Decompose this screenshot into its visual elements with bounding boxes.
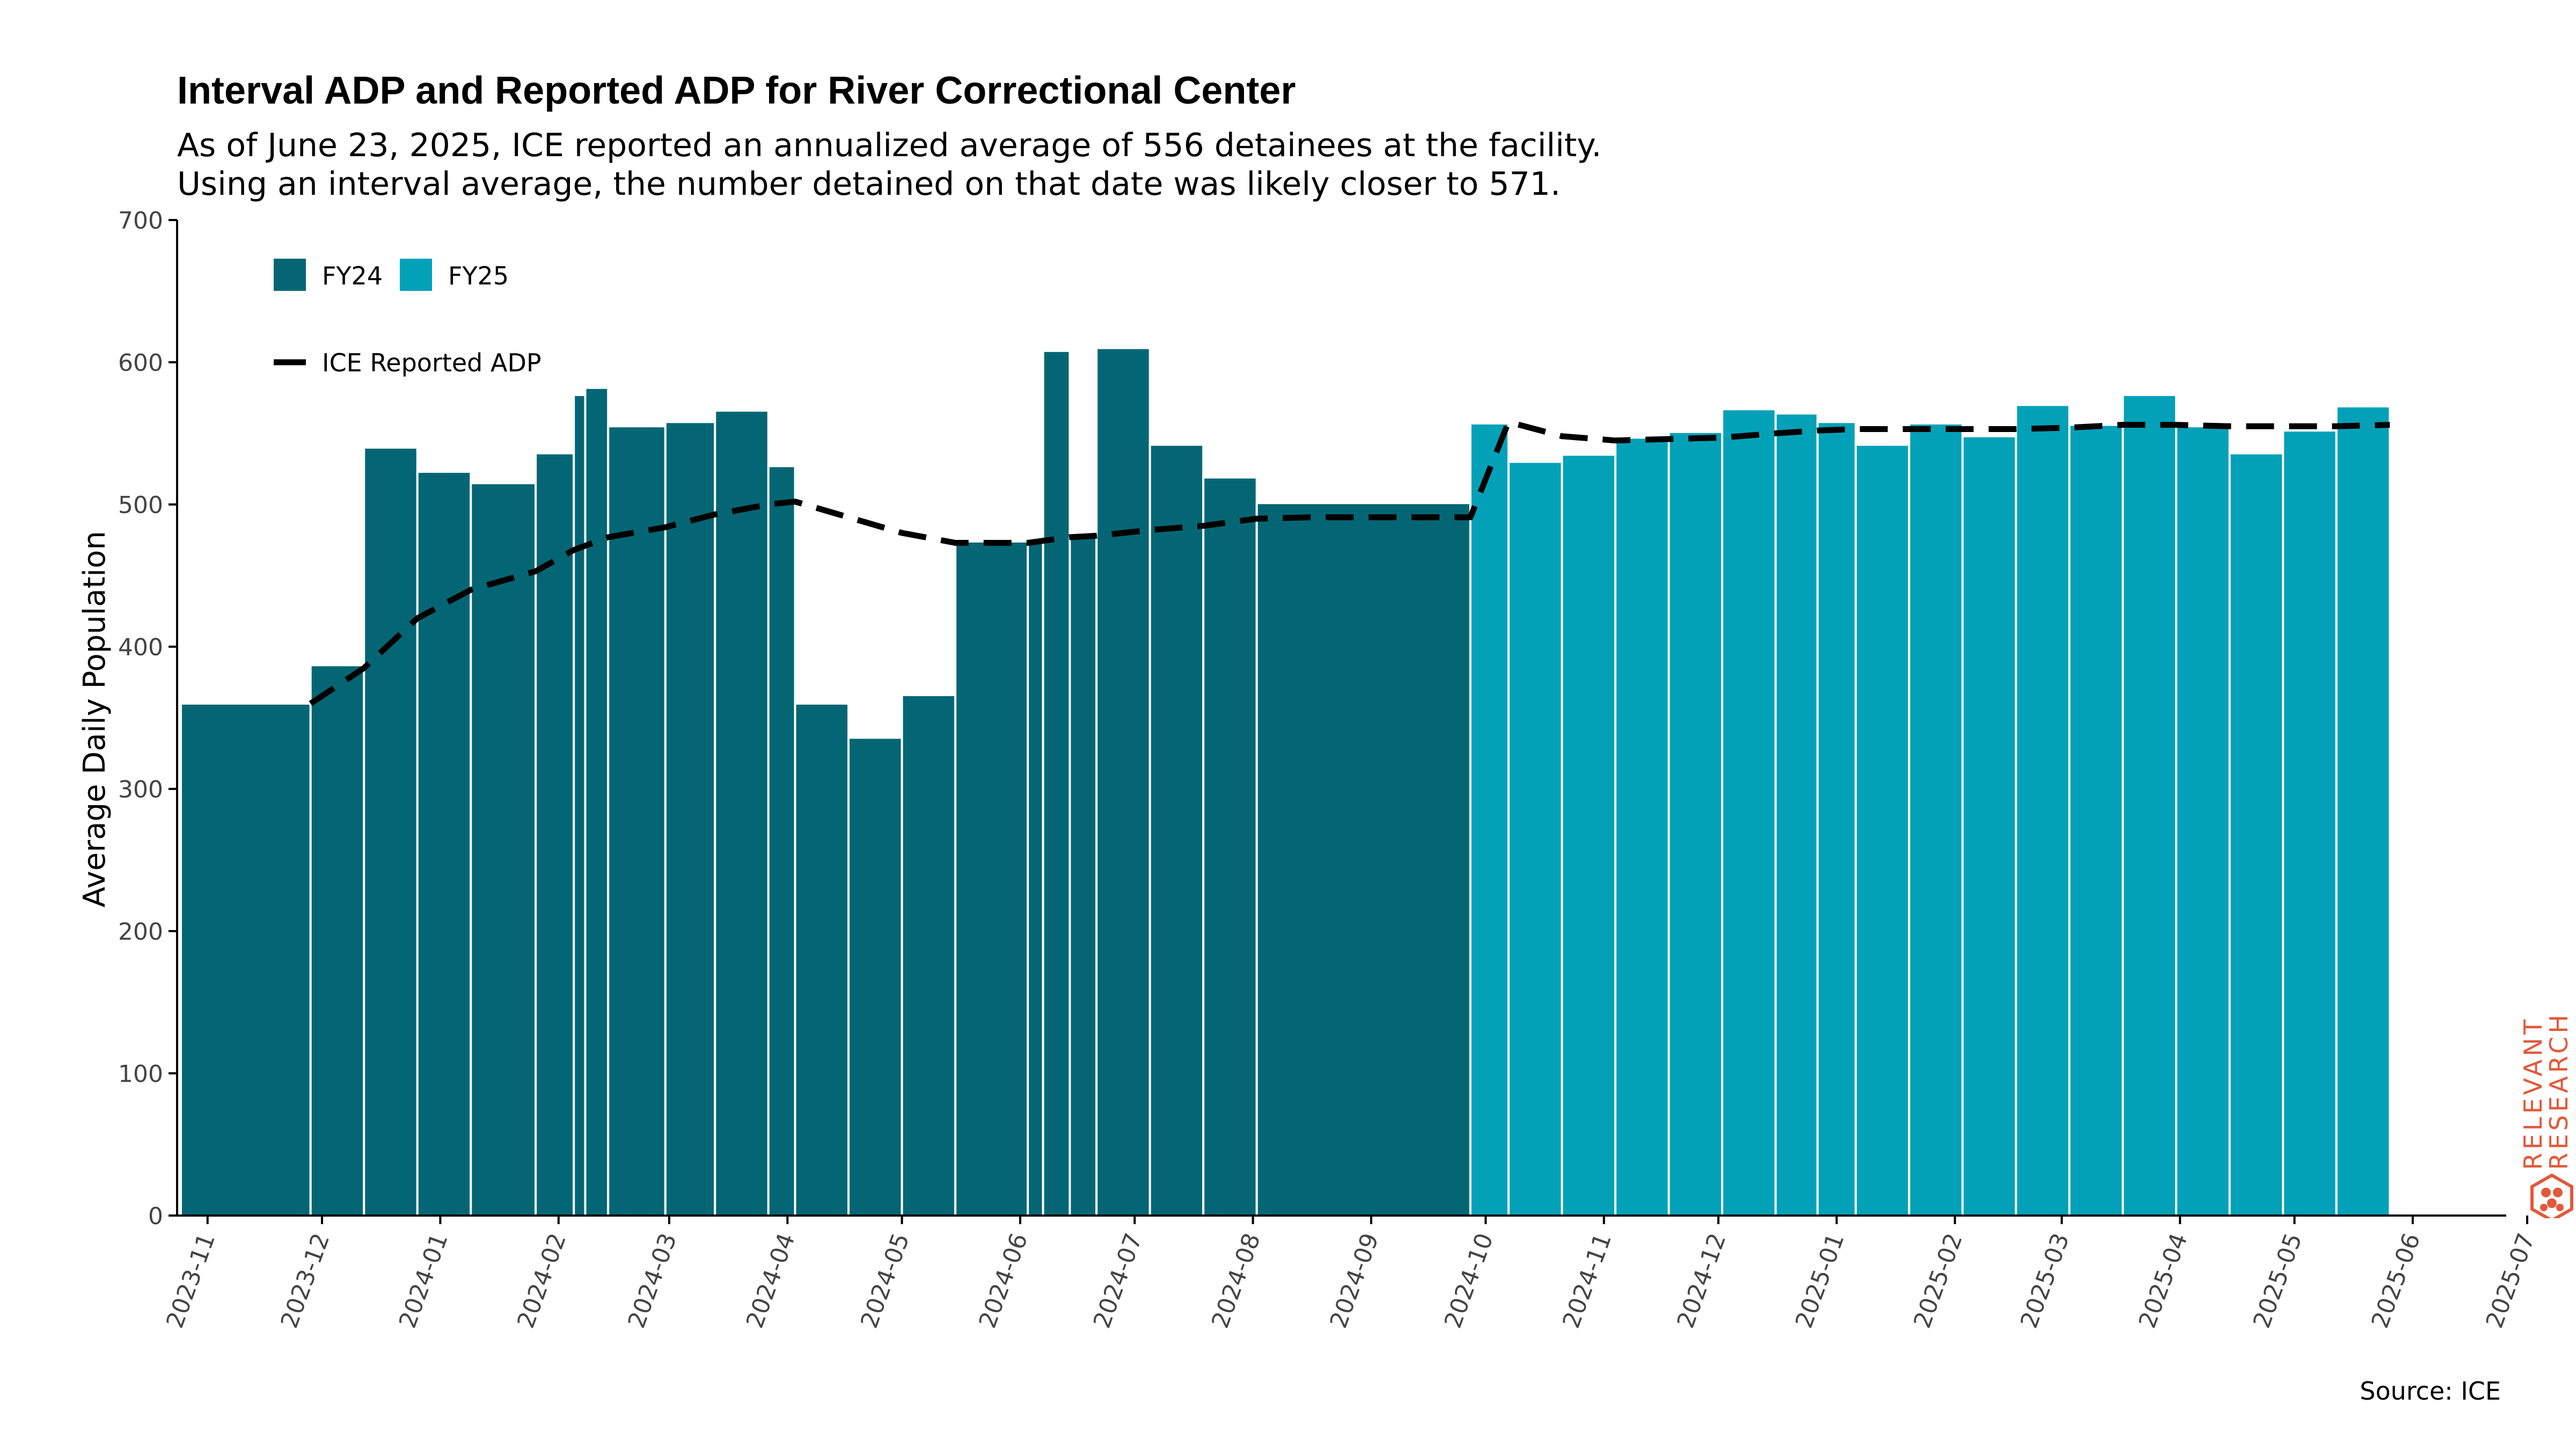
logo-text-relevant: RELEVANT — [2522, 1016, 2548, 1170]
x-tick-label: 2023-12 — [276, 1230, 335, 1331]
bar-fy25-17 — [2335, 405, 2391, 1217]
y-tick-label: 400 — [118, 634, 163, 661]
bar-fy25-6 — [1774, 412, 1819, 1217]
bar-fy24-6 — [573, 393, 587, 1217]
x-tick-label: 2024-03 — [623, 1230, 682, 1331]
y-axis: 0 100 200 300 400 500 600 700 — [118, 207, 177, 1230]
relevant-research-logo: RELEVANT RESEARCH — [2522, 1012, 2573, 1218]
x-tick-label: 2024-12 — [1672, 1230, 1731, 1331]
bar-fy25-2 — [1561, 453, 1616, 1217]
bar-fy25-16 — [2282, 429, 2338, 1217]
x-tick-label: 2024-01 — [394, 1230, 453, 1331]
bar-fy24-18 — [1069, 536, 1098, 1217]
x-tick-label: 2025-05 — [2248, 1230, 2308, 1331]
bar-fy25-15 — [2228, 452, 2285, 1217]
bar-fy25-0 — [1469, 422, 1510, 1217]
bar-fy25-11 — [2015, 404, 2070, 1217]
x-tick-label: 2025-06 — [2366, 1230, 2426, 1331]
x-tick-label: 2024-08 — [1206, 1230, 1266, 1331]
bar-fy25-9 — [1908, 422, 1964, 1217]
y-tick-label: 600 — [118, 349, 163, 377]
bar-fy24-11 — [767, 465, 796, 1217]
bar-fy24-22 — [1255, 502, 1472, 1217]
bar-fy25-3 — [1614, 436, 1670, 1217]
bar-fy24-1 — [309, 664, 365, 1217]
bar-fy24-19 — [1095, 347, 1151, 1217]
y-tick-label: 200 — [118, 918, 163, 946]
bar-fy25-14 — [2175, 425, 2231, 1217]
legend-label-fy25: FY25 — [448, 261, 509, 290]
bar-fy24-21 — [1202, 476, 1258, 1217]
legend-swatch-fy25 — [400, 259, 432, 291]
legend: FY24 FY25 ICE Reported ADP — [274, 259, 541, 377]
source-note: Source: ICE — [2360, 1377, 2501, 1406]
x-tick-label: 2025-01 — [1790, 1230, 1850, 1331]
x-tick-label: 2024-07 — [1088, 1230, 1148, 1331]
x-tick-label: 2024-04 — [741, 1230, 801, 1331]
legend-label-ice-line: ICE Reported ADP — [322, 348, 541, 377]
y-axis-label: Average Daily Population — [77, 531, 112, 907]
bar-fy24-10 — [714, 409, 770, 1217]
subtitle-line-1: As of June 23, 2025, ICE reported an ann… — [177, 127, 1602, 164]
bar-fy24-2 — [363, 447, 419, 1217]
bar-fy25-13 — [2121, 393, 2178, 1217]
bar-fy24-14 — [901, 694, 957, 1217]
x-tick-label: 2024-09 — [1325, 1230, 1385, 1331]
x-tick-label: 2025-03 — [2015, 1230, 2075, 1331]
bar-fy25-4 — [1667, 430, 1724, 1217]
bar-fy24-9 — [664, 421, 716, 1217]
x-tick-label: 2024-02 — [512, 1230, 572, 1331]
x-tick-label: 2025-02 — [1908, 1230, 1968, 1331]
bar-fy24-16 — [1027, 540, 1044, 1217]
bars-group — [180, 347, 2391, 1217]
bar-fy25-5 — [1721, 408, 1777, 1217]
x-tick-label: 2024-06 — [974, 1230, 1034, 1331]
x-tick-label: 2025-07 — [2481, 1230, 2541, 1331]
bar-fy24-17 — [1042, 349, 1071, 1217]
y-tick-label: 0 — [148, 1203, 163, 1230]
ice-reported-adp-line — [309, 419, 2390, 706]
y-tick-label: 500 — [118, 492, 163, 519]
legend-swatch-fy24 — [274, 259, 306, 291]
x-tick-label: 2024-10 — [1439, 1230, 1499, 1331]
axes — [176, 220, 2506, 1217]
chart-subtitle: As of June 23, 2025, ICE reported an ann… — [177, 126, 1601, 203]
logo-text-research: RESEARCH — [2544, 1012, 2573, 1170]
bar-fy24-5 — [535, 452, 575, 1217]
bar-fy24-0 — [180, 702, 312, 1217]
hexagon-icon — [2530, 1173, 2573, 1218]
bar-fy24-20 — [1148, 443, 1205, 1217]
chart-title: Interval ADP and Reported ADP for River … — [177, 69, 1296, 112]
bar-fy24-13 — [847, 736, 903, 1217]
x-tick-label: 2023-11 — [161, 1230, 221, 1331]
bar-fy24-12 — [794, 702, 850, 1217]
x-tick-label: 2024-11 — [1557, 1230, 1617, 1331]
x-axis: 2023-11 2023-12 2024-01 2024-02 2024-03 2024-… — [161, 1216, 2540, 1332]
y-tick-label: 700 — [118, 207, 163, 235]
bar-fy24-3 — [416, 471, 472, 1217]
x-tick-label: 2025-04 — [2134, 1230, 2193, 1331]
bar-fy25-12 — [2068, 423, 2124, 1217]
bar-fy24-15 — [954, 540, 1029, 1217]
bar-fy24-7 — [584, 386, 610, 1217]
bar-fy24-4 — [470, 482, 537, 1217]
y-tick-label: 100 — [118, 1060, 163, 1088]
bar-fy25-1 — [1507, 460, 1563, 1217]
legend-label-fy24: FY24 — [322, 261, 383, 290]
y-tick-label: 300 — [118, 776, 163, 803]
subtitle-line-2: Using an interval average, the number de… — [177, 165, 1561, 203]
bar-fy25-10 — [1961, 435, 2017, 1217]
bar-fy24-8 — [607, 425, 667, 1217]
bar-fy25-7 — [1816, 421, 1857, 1217]
bar-fy25-8 — [1854, 443, 1911, 1217]
x-tick-label: 2024-05 — [855, 1230, 915, 1331]
